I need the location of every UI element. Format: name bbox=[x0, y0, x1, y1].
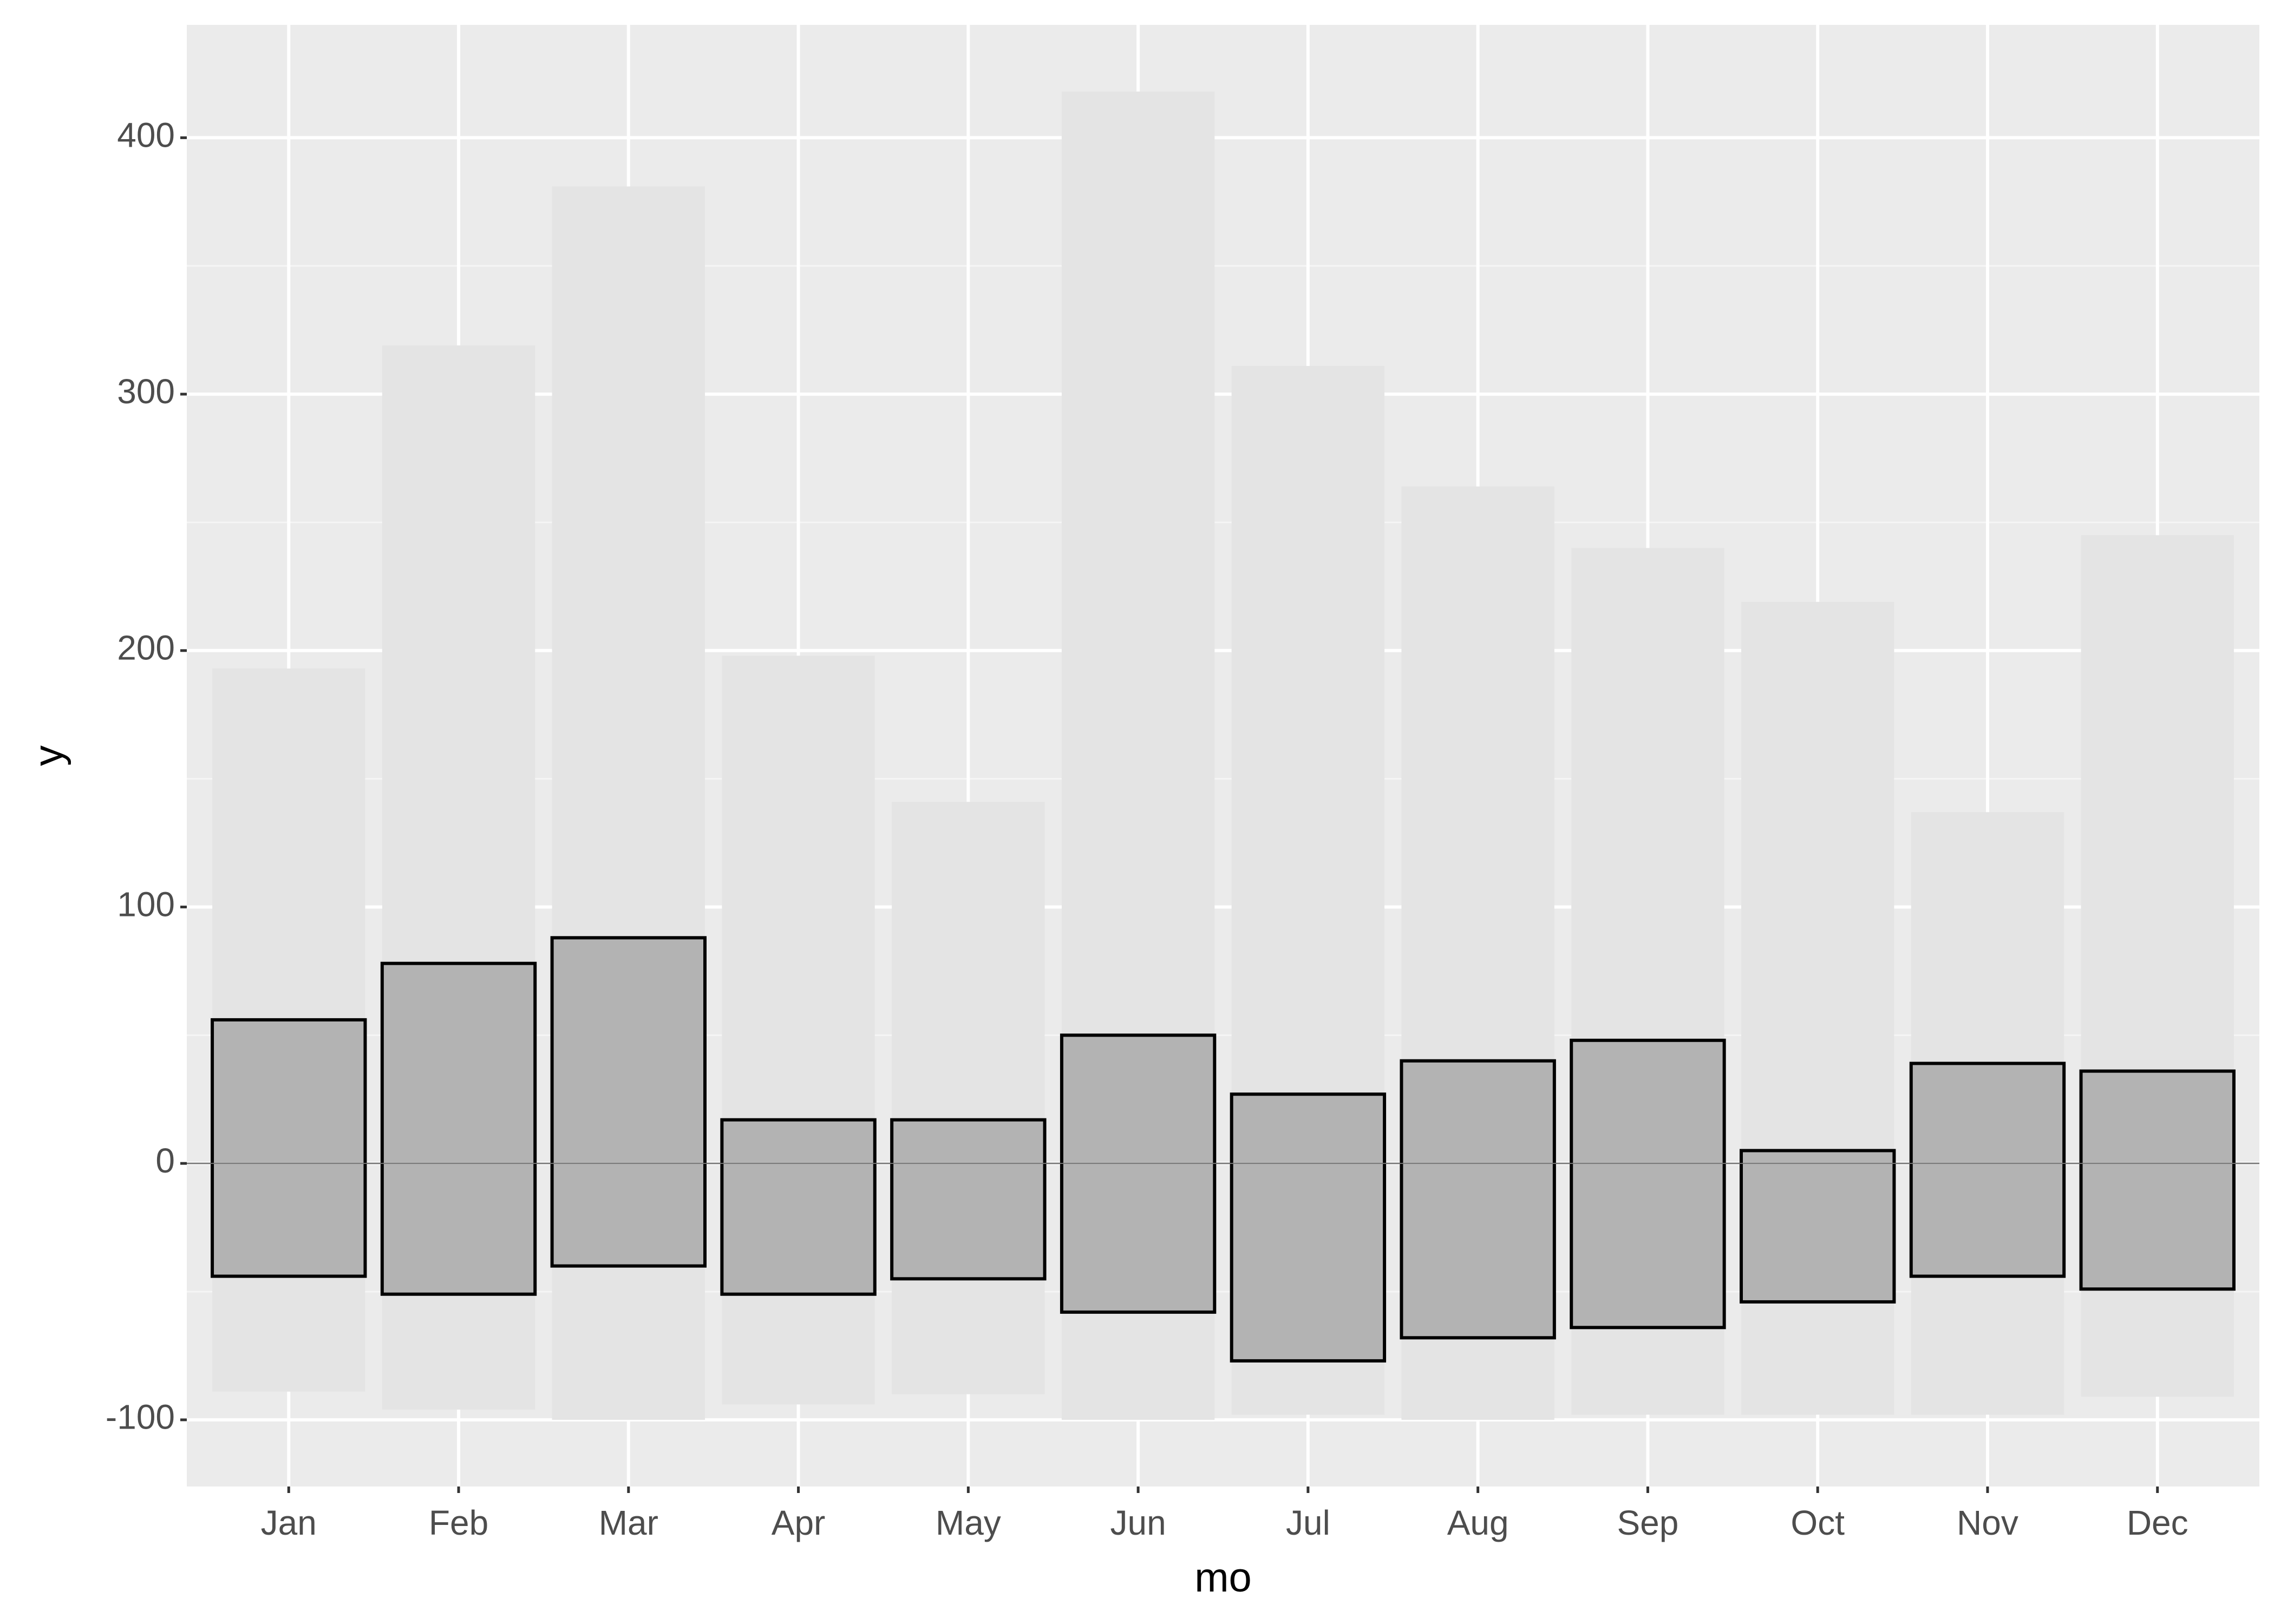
x-tick-label: Mar bbox=[599, 1503, 658, 1542]
x-tick-label: Nov bbox=[1957, 1503, 2018, 1542]
x-tick-label: Dec bbox=[2127, 1503, 2188, 1542]
x-tick-label: Jan bbox=[261, 1503, 317, 1542]
y-tick-label: 200 bbox=[117, 628, 175, 667]
x-axis-title: mo bbox=[1194, 1555, 1252, 1601]
y-axis-title: y bbox=[25, 745, 71, 766]
bar bbox=[211, 1018, 367, 1278]
x-tick-label: Jul bbox=[1286, 1503, 1330, 1542]
bar bbox=[1230, 1092, 1387, 1363]
y-tick-label: 400 bbox=[117, 115, 175, 154]
bar bbox=[550, 936, 707, 1268]
y-tick-label: 0 bbox=[155, 1141, 175, 1180]
y-tick-label: 100 bbox=[117, 885, 175, 924]
bar bbox=[1740, 1149, 1896, 1304]
x-tick-label: Oct bbox=[1791, 1503, 1845, 1542]
bar bbox=[1570, 1038, 1726, 1330]
bar bbox=[1060, 1033, 1217, 1314]
x-tick-label: Sep bbox=[1617, 1503, 1678, 1542]
x-tick-label: Jun bbox=[1110, 1503, 1166, 1542]
x-tick-label: May bbox=[936, 1503, 1001, 1542]
x-tick-label: Apr bbox=[772, 1503, 826, 1542]
bar bbox=[380, 961, 537, 1296]
bar bbox=[1909, 1062, 2066, 1278]
bar bbox=[892, 802, 1045, 1394]
bar bbox=[1400, 1059, 1556, 1340]
bar bbox=[890, 1118, 1047, 1281]
y-tick-label: -100 bbox=[106, 1398, 175, 1437]
bars bbox=[187, 91, 2259, 1420]
x-tick-label: Feb bbox=[429, 1503, 488, 1542]
x-tick-label: Aug bbox=[1447, 1503, 1509, 1542]
bar bbox=[720, 1118, 877, 1296]
y-tick-label: 300 bbox=[117, 372, 175, 411]
axes: -100 0 100 200 300 400 Jan Feb Mar Apr May Jun Jul Au… bbox=[106, 115, 2188, 1542]
bar bbox=[2079, 1069, 2236, 1291]
